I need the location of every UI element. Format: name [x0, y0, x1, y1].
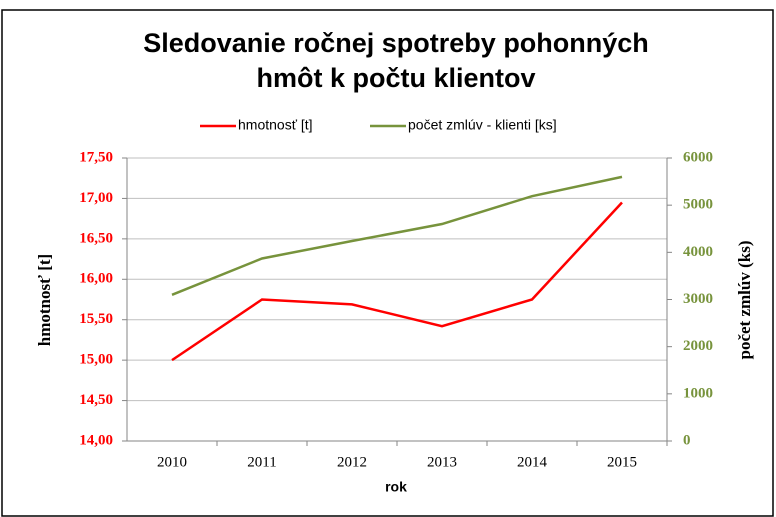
y-tick-label: 17,00	[79, 190, 113, 206]
y-tick-label: 16,50	[79, 230, 113, 246]
x-tick-label: 2014	[517, 454, 548, 470]
y-axis-label: hmotnosť [t]	[35, 254, 54, 346]
y2-tick-label: 4000	[683, 244, 713, 260]
y-tick-label: 15,50	[79, 311, 113, 327]
y2-tick-label: 6000	[683, 149, 713, 165]
line-series	[171, 175, 623, 296]
y-tick-label: 15,00	[79, 352, 113, 368]
x-tick-label: 2012	[337, 454, 367, 470]
legend-label: hmotnosť [t]	[238, 117, 313, 133]
x-axis-label: rok	[385, 479, 407, 495]
y2-axis-label: počet zmlúv (ks)	[735, 241, 754, 360]
y-tick-label: 17,50	[79, 149, 113, 165]
chart-title: Sledovanie ročnej spotreby pohonných	[143, 28, 649, 58]
chart-title: hmôt k počtu klientov	[256, 63, 535, 93]
y2-tick-label: 3000	[683, 291, 713, 307]
y2-tick-label: 0	[683, 432, 691, 448]
chart-frame	[1, 9, 774, 517]
y2-tick-label: 1000	[683, 385, 713, 401]
y2-tick-label: 5000	[683, 197, 713, 213]
x-tick-label: 2011	[247, 454, 276, 470]
x-tick-label: 2013	[427, 454, 457, 470]
x-tick-label: 2015	[607, 454, 637, 470]
y-tick-label: 14,50	[79, 392, 113, 408]
x-tick-label: 2010	[157, 454, 187, 470]
y-tick-label: 16,00	[79, 271, 113, 287]
legend-label: počet zmlúv - klienti [ks]	[408, 117, 557, 133]
y2-tick-label: 2000	[683, 338, 713, 354]
y-tick-label: 14,00	[79, 432, 113, 448]
line-series	[171, 201, 623, 362]
